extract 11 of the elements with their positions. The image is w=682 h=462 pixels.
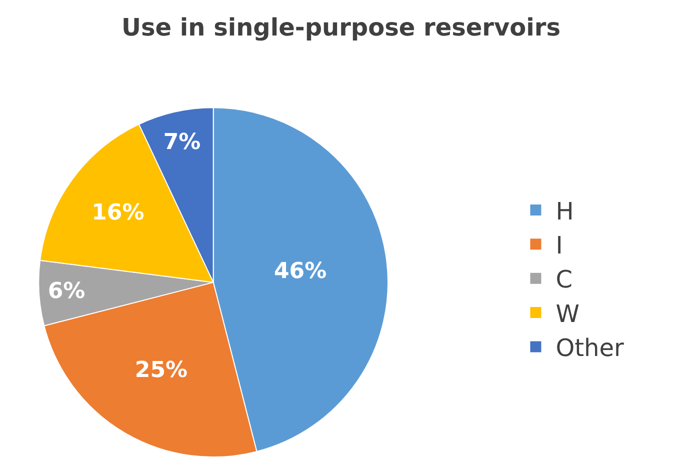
data-label: 25% [134, 358, 188, 383]
legend-label: C [556, 266, 572, 294]
legend-label: I [556, 232, 563, 260]
legend-label: H [556, 197, 574, 226]
data-label: 46% [274, 258, 327, 284]
chart-title: Use in single-purpose reservoirs [122, 13, 560, 42]
data-label: 6% [48, 279, 86, 304]
data-label: 16% [92, 200, 144, 226]
data-label: 7% [163, 130, 201, 155]
legend-label: Other [556, 334, 624, 362]
legend-label: W [556, 300, 580, 328]
